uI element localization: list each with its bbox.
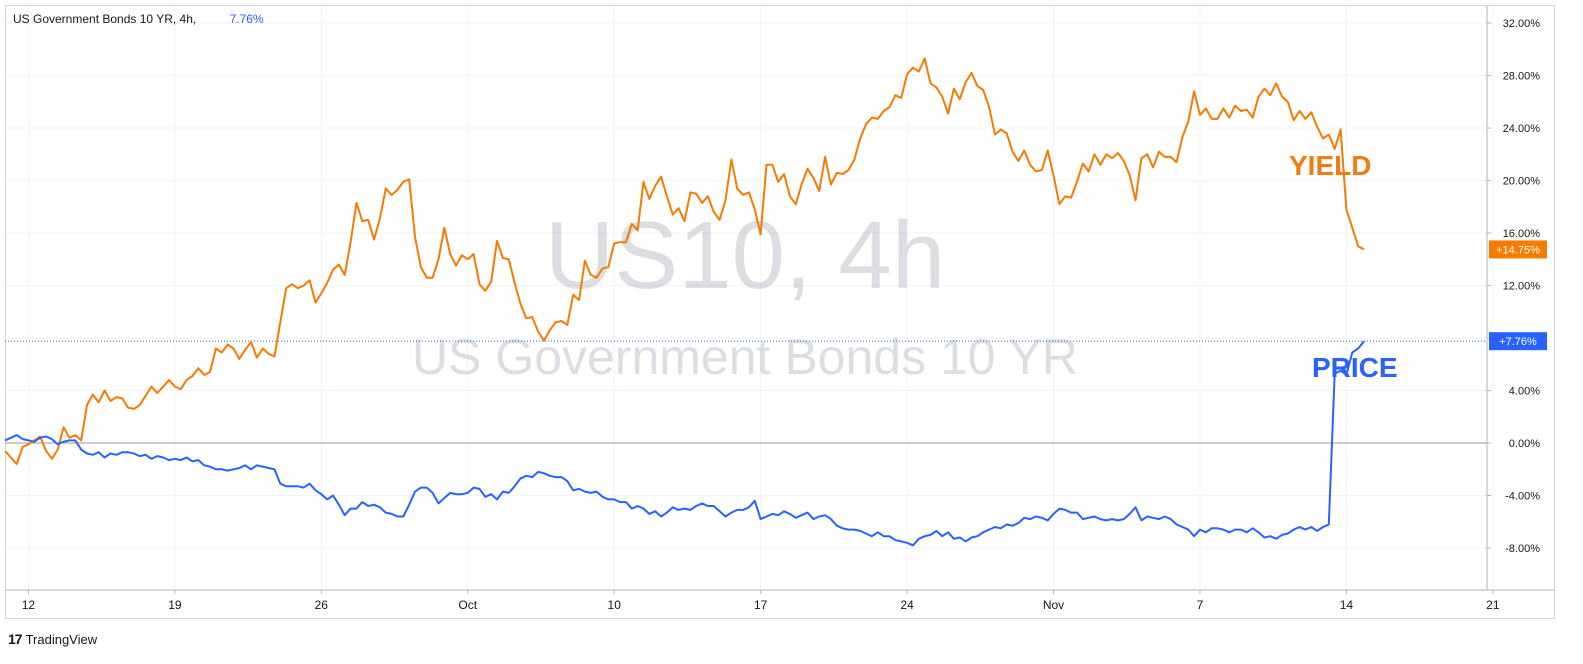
yield-annotation: YIELD [1289, 150, 1371, 181]
x-tick-label: 21 [1486, 598, 1500, 612]
yield-series-last-badge [1489, 240, 1547, 259]
price-series-line [4, 340, 1365, 547]
x-tick-label: 10 [608, 598, 622, 612]
x-tick-label: 26 [315, 598, 329, 612]
y-tick-label: 20.00% [1503, 176, 1541, 188]
tradingview-logo-icon: 17 [8, 631, 23, 647]
last-value-labels: +14.75% +7.76% [1489, 240, 1547, 351]
series-lines [4, 57, 1365, 547]
tradingview-brand[interactable]: 17 TradingView [8, 631, 97, 647]
yield-series-last-label: +14.75% [1496, 244, 1540, 256]
y-tick-label: -8.00% [1505, 543, 1540, 555]
y-tick-label: 32.00% [1503, 18, 1541, 30]
y-tick-label: 4.00% [1509, 386, 1540, 398]
x-tick-label: 17 [754, 598, 768, 612]
y-tick-label: 28.00% [1503, 71, 1541, 83]
y-tick-label: 12.00% [1503, 281, 1541, 293]
watermark-ticker: US10, 4h [545, 202, 945, 309]
x-tick-label: 7 [1197, 598, 1204, 612]
chart-frame [5, 5, 1555, 619]
y-tick-label: 0.00% [1509, 438, 1540, 450]
brand-name: TradingView [25, 631, 98, 647]
x-tick-label: 19 [168, 598, 182, 612]
x-tick-label: Nov [1043, 598, 1064, 612]
x-tick-label: 12 [22, 598, 36, 612]
x-tick-label: Oct [458, 598, 477, 612]
reference-lines [5, 340, 1487, 444]
symbol-label: US Government Bonds 10 YR, 4h, [13, 12, 197, 26]
x-tick-label: 14 [1340, 598, 1354, 612]
chart-legend: US Government Bonds 10 YR, 4h, 7.76% [13, 12, 264, 26]
price-series-last-badge [1489, 332, 1547, 351]
last-value: 7.76% [229, 12, 264, 26]
watermark-name: US Government Bonds 10 YR [412, 329, 1078, 385]
y-tick-label: -4.00% [1505, 491, 1540, 503]
y-tick-label: 16.00% [1503, 228, 1541, 240]
yield-series-line [4, 57, 1365, 465]
price-annotation: PRICE [1312, 352, 1398, 383]
y-tick-label: 24.00% [1503, 123, 1541, 135]
axes: 32.00%28.00%24.00%20.00%16.00%12.00%8.00… [5, 6, 1555, 612]
price-series-last-label: +7.76% [1499, 336, 1537, 348]
x-tick-label: 24 [900, 598, 914, 612]
